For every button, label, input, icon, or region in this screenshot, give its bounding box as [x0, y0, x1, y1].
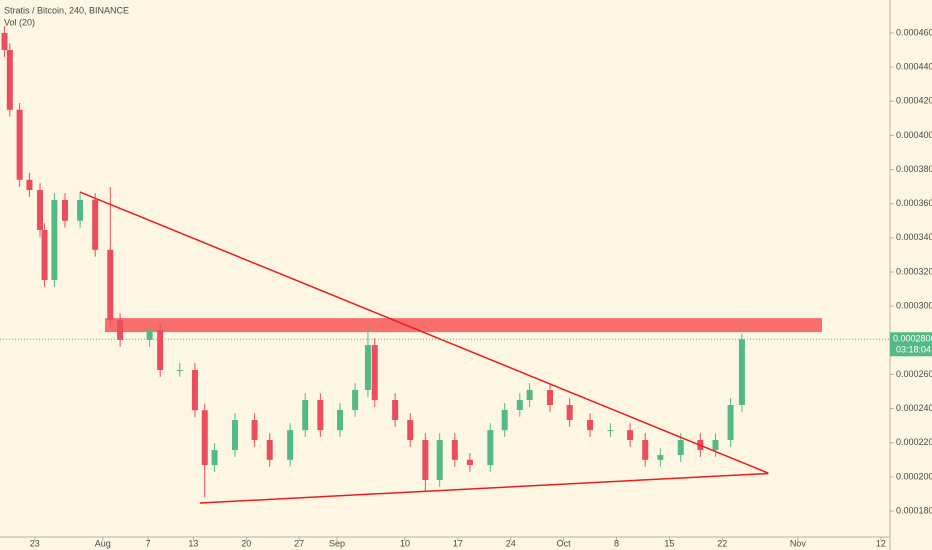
candle-body [451, 440, 458, 460]
candle-body [302, 400, 309, 431]
candle-body [712, 440, 719, 451]
candle-body [317, 400, 324, 431]
countdown-label: 03:18:04 [896, 345, 931, 355]
candle-body [587, 420, 594, 431]
candle-body [422, 440, 429, 480]
candle-body [566, 405, 573, 421]
x-tick-label: 23 [30, 538, 40, 548]
candle-body [92, 199, 99, 250]
x-tick-label: Oct [557, 538, 572, 548]
candle-body [26, 179, 33, 191]
trendline [79, 191, 769, 474]
candle-body [677, 440, 684, 456]
candle-body [407, 420, 414, 441]
volume-label: Vol (20) [4, 17, 35, 27]
candle-body [41, 229, 48, 281]
x-tick-label: 8 [614, 538, 619, 548]
candle-body [727, 405, 734, 441]
x-tick-label: 22 [717, 538, 727, 548]
candle-body [501, 409, 508, 431]
resistance-zone [105, 318, 823, 333]
candle-body [516, 400, 523, 410]
candle-body [642, 440, 649, 460]
candle-body [201, 410, 208, 466]
candle-body [157, 330, 164, 371]
candle-body [371, 345, 378, 401]
candle-body [251, 420, 258, 441]
candle-body [77, 199, 84, 221]
last-price-box [890, 332, 932, 357]
candle-body [287, 430, 294, 460]
candle-body [107, 249, 114, 320]
candle-body [191, 370, 198, 411]
candle-body [657, 455, 664, 460]
candle-body [607, 430, 614, 432]
candle-body [392, 400, 399, 421]
candle-body [487, 430, 494, 466]
candle-body [352, 389, 359, 410]
x-tick-label: 17 [453, 538, 463, 548]
candle-body [364, 345, 371, 390]
candle-body [627, 430, 634, 441]
candle-body [738, 339, 745, 406]
candle-body [61, 199, 68, 221]
x-tick-label: 12 [876, 538, 886, 548]
candle-body [176, 370, 183, 372]
chart-title: Stratis / Bitcoin, 240, BINANCE [4, 5, 129, 15]
x-tick-label: 20 [241, 538, 251, 548]
candle-body [6, 50, 13, 110]
x-tick-label: 15 [664, 538, 674, 548]
candle-body [231, 420, 238, 451]
x-tick-label: Nov [790, 538, 807, 548]
trendline [199, 472, 769, 504]
x-tick-label: 10 [400, 538, 410, 548]
y-tick-label: 0.0004600 [896, 27, 932, 37]
candle-body [436, 440, 443, 480]
x-tick-label: 24 [506, 538, 516, 548]
candle-body [547, 389, 554, 406]
candle-body [336, 409, 343, 431]
candle-body [466, 459, 473, 466]
x-tick-label: 7 [146, 538, 151, 548]
candle-body [1, 32, 8, 51]
last-price-label: 0.0002806 [893, 334, 932, 344]
candle-body [526, 389, 533, 401]
candle-body [117, 319, 124, 340]
candle-body [146, 330, 153, 340]
x-tick-label: Aug [95, 538, 111, 548]
candle-body [37, 190, 44, 230]
x-tick-label: 27 [294, 538, 304, 548]
x-tick-label: Sep [329, 538, 345, 548]
x-tick-label: 13 [188, 538, 198, 548]
candle-body [16, 109, 23, 180]
candle-body [211, 450, 218, 466]
candle-body [51, 199, 58, 281]
candle-body [266, 440, 273, 460]
